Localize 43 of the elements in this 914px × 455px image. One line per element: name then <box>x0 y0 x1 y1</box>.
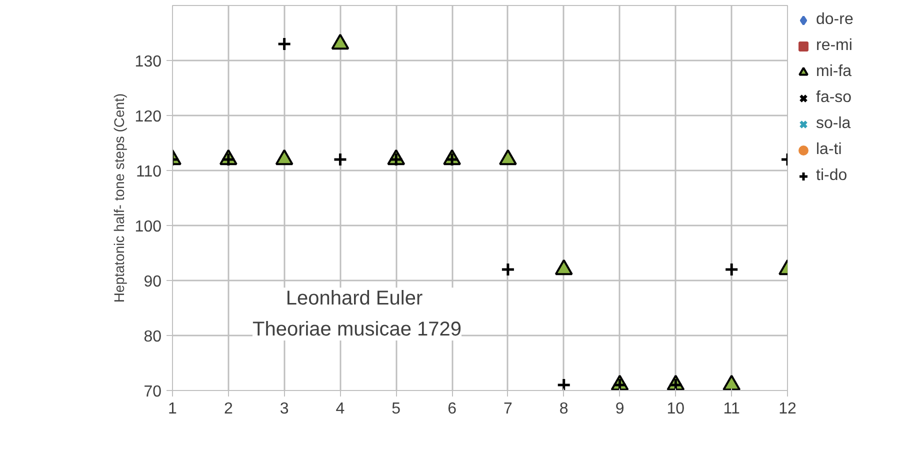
point <box>668 378 683 390</box>
point <box>722 374 741 390</box>
point <box>331 34 350 50</box>
x-tick-label: 9 <box>615 400 624 418</box>
x-tick-label: 1 <box>168 400 178 418</box>
y-axis-title: Heptatonic half- tone steps (Cent) <box>110 93 127 303</box>
point <box>277 36 292 52</box>
x-tick-label: 4 <box>336 400 345 418</box>
point <box>498 149 517 166</box>
y-tick-label: 70 <box>144 384 162 400</box>
x-tick-label: 7 <box>504 400 513 418</box>
point <box>332 152 348 167</box>
y-tick-label: 100 <box>134 218 162 236</box>
point <box>556 378 572 390</box>
annotation: Leonhard Euler Theoriae musicae 1729 <box>252 288 462 340</box>
point <box>275 149 294 166</box>
x-tick-label: 3 <box>280 400 289 418</box>
legend-label: ti-do <box>816 167 848 185</box>
point <box>444 152 460 167</box>
x-tick-label: 6 <box>448 400 457 418</box>
x-tick-label: 12 <box>778 400 796 418</box>
legend-label: mi-fa <box>816 63 853 81</box>
point <box>554 259 573 276</box>
legend-label: la-ti <box>816 141 843 159</box>
point <box>388 152 404 167</box>
x-tick-label: 5 <box>392 400 401 418</box>
legend-label: do-re <box>816 11 854 29</box>
legend-label: so-la <box>816 115 852 133</box>
y-tick-label: 110 <box>136 164 162 180</box>
y-tick-label: 80 <box>144 328 162 346</box>
y-tick-label: 130 <box>134 54 162 70</box>
legend-label: re-mi <box>816 37 854 55</box>
point <box>221 152 236 167</box>
x-tick-label: 11 <box>723 400 740 418</box>
legend-label: fa-so <box>816 89 853 107</box>
y-tick-label: 90 <box>144 274 162 290</box>
point <box>724 262 739 277</box>
point <box>612 378 628 390</box>
x-tick-label: 2 <box>224 400 233 418</box>
x-tick-label: 10 <box>666 400 685 418</box>
point <box>500 262 516 277</box>
x-tick-label: 8 <box>559 400 568 418</box>
y-tick-label: 120 <box>134 108 162 126</box>
